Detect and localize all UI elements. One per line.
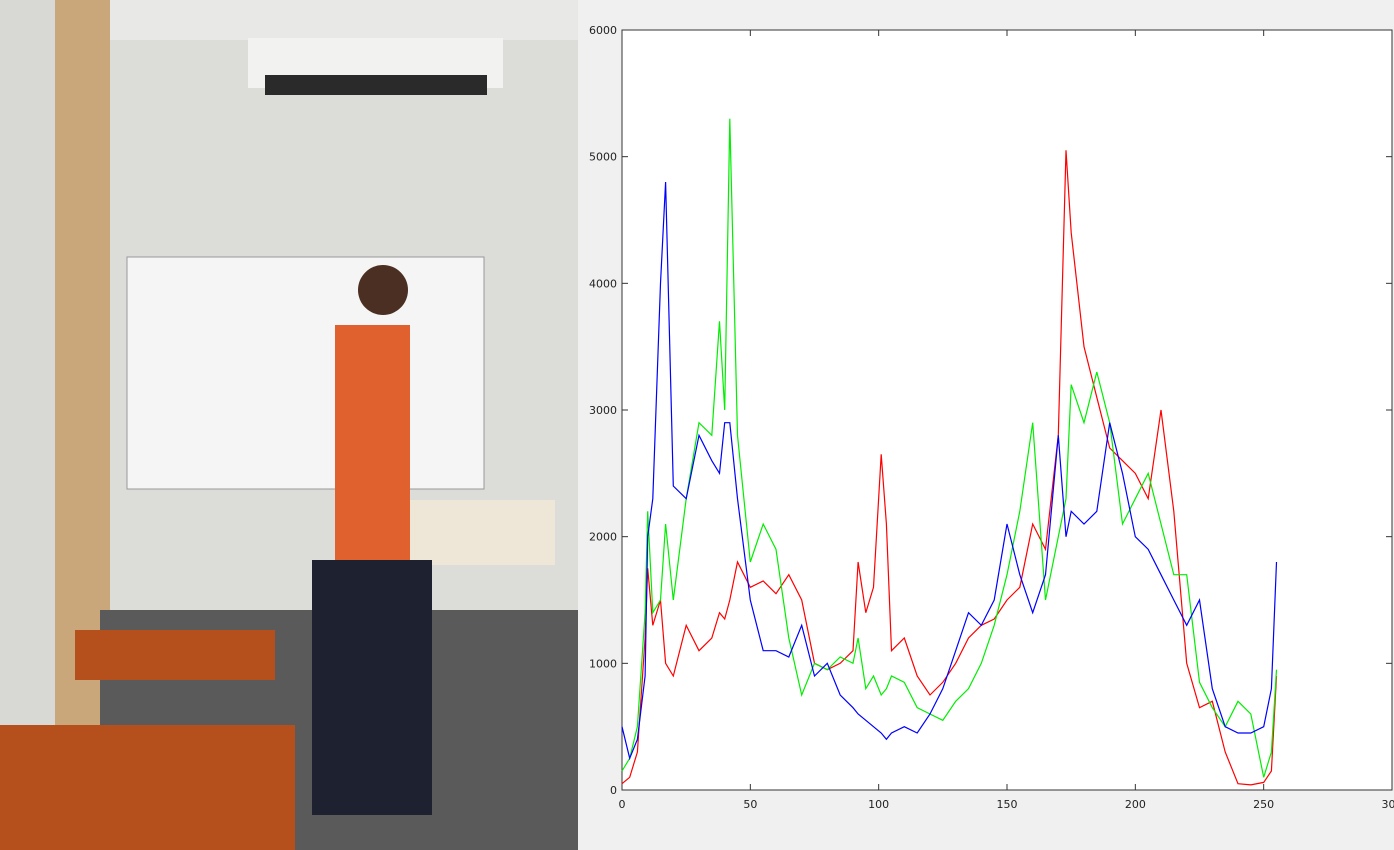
- page: 0 1000 2000 3000 4000 5000 6000 0 50 100 150 200 250…: [0, 0, 1394, 850]
- person-head: [358, 265, 408, 315]
- whiteboard: [127, 257, 484, 489]
- x-tick-label: 150: [997, 798, 1018, 811]
- carpet-tile: [75, 630, 275, 680]
- table: [400, 500, 555, 565]
- person-legs: [312, 560, 432, 815]
- x-tick-label: 200: [1125, 798, 1146, 811]
- projector-screen: [265, 75, 487, 95]
- y-tick-label: 4000: [589, 277, 617, 290]
- x-tick-label: 50: [743, 798, 757, 811]
- x-tick-label: 0: [619, 798, 626, 811]
- y-tick-label: 5000: [589, 151, 617, 164]
- chart: 0 1000 2000 3000 4000 5000 6000 0 50 100 150 200 250…: [578, 0, 1394, 850]
- y-tick-label: 6000: [589, 24, 617, 37]
- video-frame: [0, 0, 578, 850]
- y-tick-label: 2000: [589, 531, 617, 544]
- y-tick-label: 0: [610, 784, 617, 797]
- x-tick-label: 100: [868, 798, 889, 811]
- door-frame: [0, 0, 55, 760]
- y-tick-label: 1000: [589, 657, 617, 670]
- carpet-tile: [0, 725, 295, 850]
- ceiling: [100, 0, 578, 40]
- x-tick-label: 250: [1253, 798, 1274, 811]
- person-shirt: [335, 325, 410, 565]
- y-tick-label: 3000: [589, 404, 617, 417]
- x-tick-label: 300: [1382, 798, 1394, 811]
